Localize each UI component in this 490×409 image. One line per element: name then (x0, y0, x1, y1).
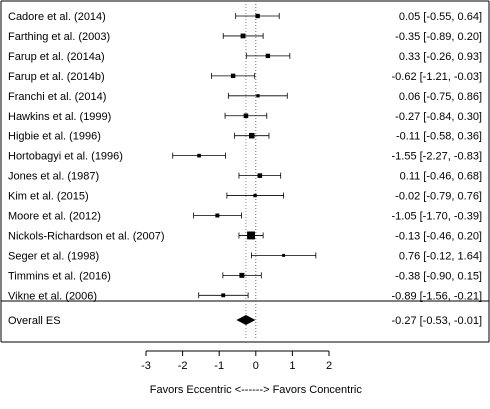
study-label: Timmins et al. (2016) (8, 270, 111, 282)
effect-size-marker (243, 113, 249, 119)
x-tick-label: -1 (214, 360, 224, 372)
study-label: Farup et al. (2014a) (8, 51, 105, 63)
effect-size-marker (197, 153, 201, 158)
effect-size-label: 0.76 [-0.12, 1.64] (399, 250, 482, 262)
study-label: Kim et al. (2015) (8, 191, 89, 203)
study-label: Hortobagyi et al. (1996) (8, 151, 123, 163)
study-label: Farup et al. (2014b) (8, 71, 105, 83)
x-tick-label: 2 (326, 360, 332, 372)
study-label: Higbie et al. (1996) (8, 131, 101, 143)
study-label: Franchi et al. (2014) (8, 91, 106, 103)
effect-size-label: -0.38 [-0.90, 0.15] (395, 270, 482, 282)
effect-size-marker (282, 253, 286, 257)
x-axis-title: Favors Eccentric <------> Favors Concent… (150, 384, 363, 396)
study-label: Farthing et al. (2003) (8, 31, 110, 43)
effect-size-marker (230, 73, 236, 79)
effect-size-label: -0.89 [-1.56, -0.21] (392, 290, 483, 302)
effect-size-label: 0.33 [-0.26, 0.93] (399, 51, 482, 63)
effect-size-marker (253, 193, 257, 198)
study-label: Seger et al. (1998) (8, 250, 99, 262)
overall-label: Overall ES (8, 315, 61, 327)
study-label: Hawkins et al. (1999) (8, 111, 111, 123)
effect-size-label: 0.05 [-0.55, 0.64] (399, 11, 482, 23)
effect-size-label: -0.11 [-0.58, 0.36] (396, 131, 482, 143)
x-tick-label: 1 (289, 360, 295, 372)
study-label: Cadore et al. (2014) (8, 11, 106, 23)
effect-size-label: -0.35 [-0.89, 0.20] (395, 31, 482, 43)
effect-size-marker (239, 272, 245, 278)
effect-size-label: 0.11 [-0.46, 0.68] (400, 171, 482, 183)
x-tick-label: -3 (141, 360, 151, 372)
effect-size-label: -1.55 [-2.27, -0.83] (392, 151, 483, 163)
x-tick-label: -2 (178, 360, 188, 372)
effect-size-label: -1.05 [-1.70, -0.39] (392, 211, 483, 223)
effect-size-marker (221, 293, 226, 298)
effect-size-label: -0.13 [-0.46, 0.20] (395, 230, 482, 242)
effect-size-marker (240, 33, 246, 39)
overall-diamond (236, 315, 256, 325)
study-label: Vikne et al. (2006) (8, 290, 97, 302)
effect-size-marker (215, 213, 220, 218)
overall-effect-label: -0.27 [-0.53, -0.01] (392, 315, 483, 327)
effect-size-marker (247, 231, 255, 240)
effect-size-marker (257, 173, 263, 178)
study-label: Jones et al. (1987) (8, 171, 99, 183)
effect-size-marker (265, 53, 271, 59)
effect-size-label: 0.06 [-0.75, 0.86] (399, 91, 482, 103)
effect-size-label: -0.62 [-1.21, -0.03] (392, 71, 483, 83)
effect-size-marker (256, 94, 260, 98)
effect-size-marker (255, 13, 260, 19)
effect-size-label: -0.27 [-0.84, 0.30] (395, 111, 482, 123)
study-label: Nickols-Richardson et al. (2007) (8, 230, 165, 242)
x-tick-label: 0 (253, 360, 259, 372)
study-label: Moore et al. (2012) (8, 211, 101, 223)
effect-size-marker (249, 132, 255, 139)
effect-size-label: -0.02 [-0.79, 0.76] (395, 191, 482, 203)
